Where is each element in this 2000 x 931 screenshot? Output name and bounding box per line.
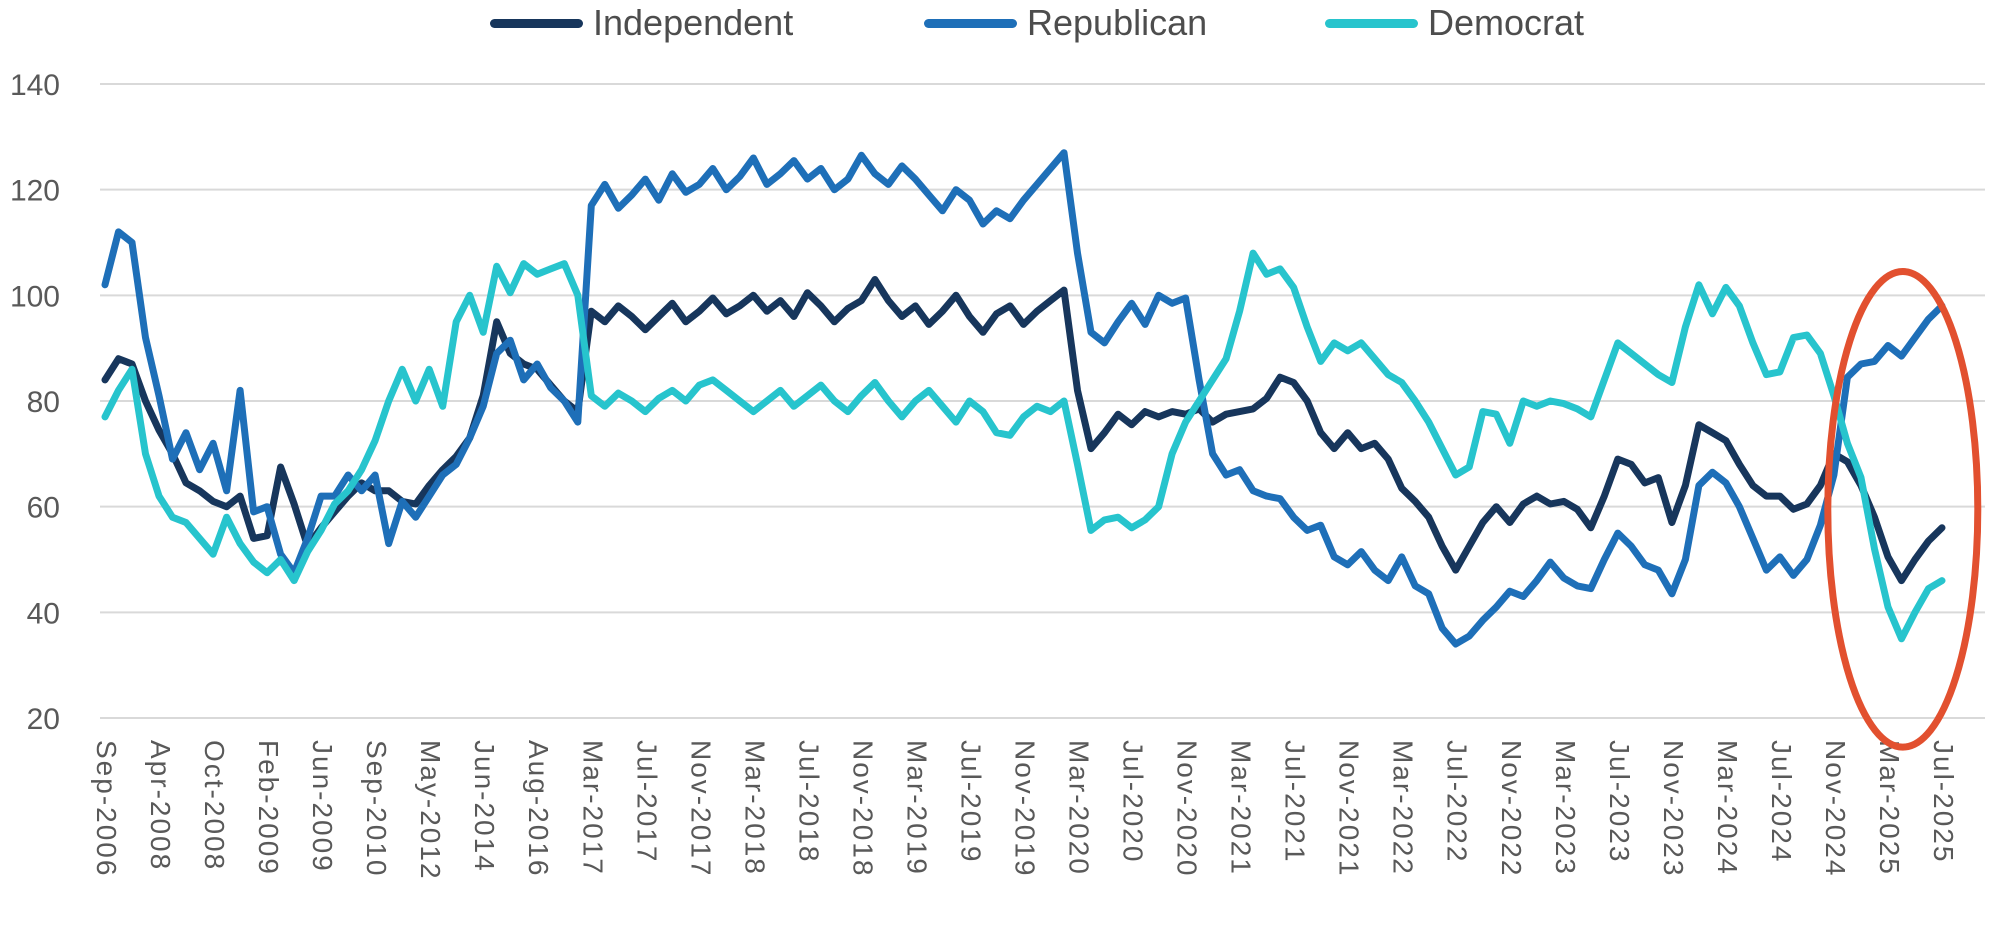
legend-label-democrat: Democrat — [1428, 2, 1585, 43]
x-axis-tick-label: Oct-2008 — [199, 740, 230, 871]
y-axis-tick-label: 40 — [27, 597, 60, 630]
republican-line-swatch-icon — [924, 18, 1017, 28]
x-axis-tick-label: Nov-2018 — [847, 740, 878, 877]
x-axis-tick-label: Jul-2022 — [1442, 740, 1473, 863]
series-line-republican — [101, 149, 1946, 648]
x-axis-tick-labels: Sep-2006 Apr-2008 Oct-2008 Feb-2009 Jun-2009… — [91, 740, 1959, 881]
y-axis-tick-label: 120 — [10, 175, 60, 208]
x-axis-tick-label: Jul-2023 — [1604, 740, 1635, 863]
x-axis-tick-label: Sep-2010 — [361, 740, 392, 877]
x-axis-tick-label: Mar-2022 — [1388, 740, 1419, 876]
x-axis-tick-label: Nov-2021 — [1334, 740, 1365, 877]
x-axis-tick-label: Aug-2016 — [523, 740, 554, 877]
legend-label-independent: Independent — [593, 2, 794, 43]
x-axis-tick-label: Mar-2023 — [1550, 740, 1581, 876]
x-axis-tick-label: Nov-2017 — [685, 740, 716, 877]
x-axis-tick-label: Jul-2017 — [631, 740, 662, 863]
x-axis-tick-label: Nov-2019 — [1010, 740, 1041, 877]
x-axis-tick-label: Mar-2025 — [1874, 740, 1905, 876]
legend-item-democrat: Democrat — [1325, 2, 1584, 44]
independent-line-swatch-icon — [490, 18, 583, 28]
y-axis-tick-labels: 140 120 100 80 60 40 20 — [10, 69, 60, 736]
x-axis-tick-label: Mar-2021 — [1226, 740, 1257, 876]
y-axis-tick-label: 140 — [10, 69, 60, 102]
legend-label-republican: Republican — [1027, 2, 1208, 43]
x-axis-tick-label: Jul-2024 — [1766, 740, 1797, 863]
x-axis-tick-label: Jul-2025 — [1928, 740, 1959, 863]
series-line-independent — [101, 276, 1946, 585]
x-axis-tick-label: Nov-2020 — [1172, 740, 1203, 877]
x-axis-tick-label: Jun-2014 — [469, 740, 500, 873]
x-axis-tick-label: Mar-2020 — [1064, 740, 1095, 876]
democrat-line-swatch-icon — [1325, 18, 1418, 28]
legend-item-republican: Republican — [924, 2, 1207, 44]
x-axis-tick-label: Nov-2024 — [1820, 740, 1851, 877]
x-axis-tick-label: Feb-2009 — [253, 740, 284, 876]
x-axis-tick-label: Sep-2006 — [91, 740, 122, 877]
x-axis-tick-label: Jul-2021 — [1280, 740, 1311, 863]
x-axis-tick-label: Jul-2020 — [1118, 740, 1149, 863]
x-axis-tick-label: Mar-2018 — [739, 740, 770, 876]
x-axis-tick-label: Mar-2024 — [1712, 740, 1743, 876]
legend-item-independent: Independent — [490, 2, 793, 44]
y-axis-tick-label: 100 — [10, 280, 60, 313]
x-axis-tick-label: Jul-2019 — [955, 740, 986, 863]
x-axis-tick-label: Mar-2017 — [577, 740, 608, 876]
x-axis-tick-label: Jun-2009 — [307, 740, 338, 873]
y-axis-tick-label: 80 — [27, 386, 60, 419]
y-axis-tick-label: 60 — [27, 492, 60, 525]
x-axis-tick-label: Apr-2008 — [145, 740, 176, 871]
x-axis-tick-label: May-2012 — [415, 740, 446, 881]
y-axis-tick-label: 20 — [27, 703, 60, 736]
x-axis-tick-label: Jul-2018 — [793, 740, 824, 863]
x-axis-tick-label: Mar-2019 — [901, 740, 932, 876]
series-line-democrat — [101, 249, 1946, 643]
x-axis-tick-label: Nov-2023 — [1658, 740, 1689, 877]
chart-legend: Independent Republican Democrat — [0, 0, 2000, 48]
series-lines — [101, 149, 1946, 648]
x-axis-tick-label: Nov-2022 — [1496, 740, 1527, 877]
highlight-ellipse — [1824, 268, 1982, 751]
annotation-ellipse — [1824, 268, 1982, 751]
